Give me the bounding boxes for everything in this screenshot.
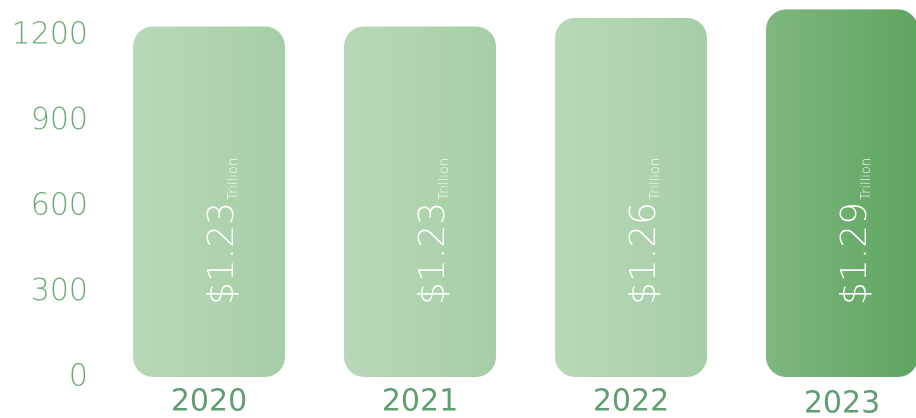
unit-label: Trillion: [226, 158, 241, 200]
y-tick-label: 1200: [12, 17, 88, 52]
value-label: $1.23 Trillion: [201, 158, 242, 305]
bar: [555, 17, 707, 378]
x-tick-label: 2020: [171, 384, 247, 418]
value-label-text: $1.26: [623, 202, 664, 305]
x-tick-label: 2021: [382, 384, 458, 418]
y-tick-label: 900: [31, 102, 88, 137]
value-label-text: $1.23: [201, 202, 242, 305]
x-tick-label: 2023: [804, 386, 880, 418]
unit-label: Trillion: [859, 158, 874, 200]
y-tick-label: 600: [31, 188, 88, 223]
y-tick-label: 0: [69, 359, 88, 394]
y-tick-label: 300: [31, 273, 88, 308]
bar: [766, 9, 916, 377]
value-label: $1.29 Trillion: [834, 158, 875, 305]
bar: [344, 26, 496, 377]
value-label-text: $1.29: [834, 202, 875, 305]
value-label-text: $1.23: [412, 202, 453, 305]
value-label: $1.23 Trillion: [412, 158, 453, 305]
bar: [133, 26, 285, 377]
value-label: $1.26 Trillion: [623, 158, 664, 305]
unit-label: Trillion: [648, 158, 663, 200]
unit-label: Trillion: [437, 158, 452, 200]
x-tick-label: 2022: [593, 384, 669, 418]
